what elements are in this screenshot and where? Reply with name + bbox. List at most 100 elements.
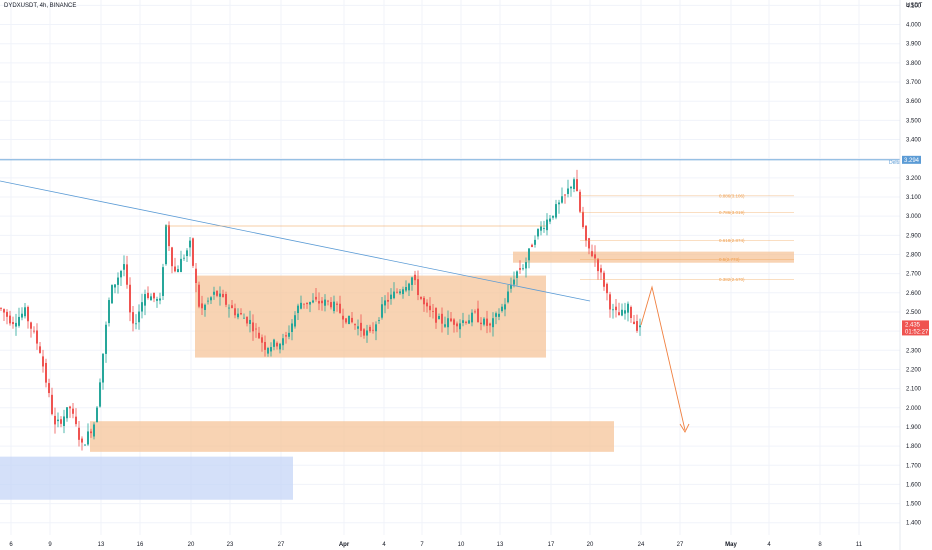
candle-body (174, 266, 176, 272)
y-tick-label: 2.500 (906, 310, 922, 316)
candle-body (582, 211, 584, 227)
x-tick-label: 11 (856, 542, 863, 548)
candle-body (633, 321, 635, 325)
candle-body (201, 303, 203, 309)
candle-body (474, 311, 476, 313)
candle-body (285, 335, 287, 337)
x-tick-label: 27 (677, 542, 684, 548)
candle-body (153, 292, 155, 299)
x-tick-label: 16 (137, 542, 144, 548)
y-tick-label: 2.300 (906, 348, 922, 354)
y-tick-label: 3.000 (906, 214, 922, 220)
candle-body (429, 305, 431, 311)
candle-body (165, 225, 167, 265)
candle-body (33, 330, 35, 332)
candle-body (630, 306, 632, 318)
candle-body (42, 356, 44, 367)
y-tick-label: 2.100 (906, 387, 922, 393)
candle-body (618, 312, 620, 316)
candle-body (480, 322, 482, 325)
candle-body (96, 407, 98, 423)
candle-body (624, 310, 626, 314)
candle-body (336, 303, 338, 305)
symbol-label: DYDXUSDT, 4h, BINANCE (4, 3, 77, 9)
candle-body (180, 258, 182, 272)
candle-body (537, 229, 539, 237)
current-price-text: 2.435 (905, 322, 921, 328)
trend-line (0, 180, 591, 302)
y-tick-label: 3.500 (906, 118, 922, 124)
candle-body (186, 250, 188, 257)
current-price-tag (902, 320, 929, 336)
candle-body (621, 309, 623, 316)
x-tick-label: 17 (548, 542, 555, 548)
candle-body (393, 291, 395, 299)
zone-demand (90, 421, 614, 452)
candle-body (435, 308, 437, 323)
candle-body (282, 338, 284, 346)
projection-arrowhead (679, 423, 690, 433)
candle-body (303, 303, 305, 305)
candle-body (597, 258, 599, 272)
candle-body (3, 309, 5, 313)
candle-body (48, 383, 50, 394)
candle-body (63, 416, 65, 427)
candle-body (378, 320, 380, 321)
candle-body (90, 431, 92, 434)
candle-body (492, 318, 494, 328)
candle-body (156, 298, 158, 301)
candle-body (243, 317, 245, 319)
candle-body (84, 444, 86, 446)
candle-body (237, 313, 239, 318)
candle-body (588, 238, 590, 249)
zone-support-blue (0, 456, 293, 500)
candle-body (339, 303, 341, 313)
candle-body (594, 254, 596, 259)
candle-body (603, 272, 605, 287)
candle-body (141, 302, 143, 312)
candle-body (333, 301, 335, 312)
candle-body (288, 332, 290, 337)
candle-body (27, 306, 29, 322)
candle-body (639, 325, 641, 328)
candle-body (315, 296, 317, 300)
candle-body (450, 318, 452, 322)
resistance-price-text: 3.294 (904, 158, 920, 164)
candle-body (540, 226, 542, 231)
candle-body (405, 287, 407, 291)
y-tick-label: 2.700 (906, 272, 922, 278)
fib-level-label: 0.786(3.019) (719, 210, 745, 215)
candle-body (351, 317, 353, 323)
candle-body (477, 308, 479, 323)
candle-body (294, 315, 296, 327)
candle-body (501, 306, 503, 312)
candle-body (486, 318, 488, 326)
candle-body (423, 297, 425, 305)
candle-body (507, 291, 509, 303)
candle-body (519, 268, 521, 270)
candle-body (18, 316, 20, 326)
candle-body (267, 348, 269, 354)
candle-body (375, 324, 377, 332)
y-tick-label: 2.800 (906, 252, 922, 258)
candle-body (390, 294, 392, 300)
candle-body (438, 316, 440, 320)
candle-body (330, 302, 332, 308)
candle-body (417, 279, 419, 296)
candle-body (78, 427, 80, 440)
y-tick-label: 3.600 (906, 99, 922, 105)
candle-body (204, 304, 206, 310)
candle-body (600, 268, 602, 273)
candle-body (555, 204, 557, 218)
candle-body (327, 300, 329, 302)
candle-body (36, 330, 38, 344)
candle-body (420, 296, 422, 299)
x-tick-label: 9 (48, 542, 52, 548)
candle-body (447, 318, 449, 328)
candle-body (192, 238, 194, 266)
candle-body (522, 268, 524, 270)
candle-body (567, 188, 569, 194)
y-tick-label: 2.600 (906, 291, 922, 297)
